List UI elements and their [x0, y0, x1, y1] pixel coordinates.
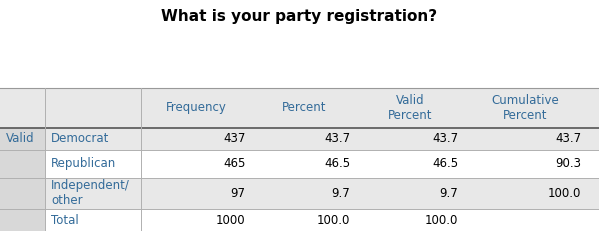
- Text: Independent/
other: Independent/ other: [51, 179, 130, 207]
- Text: 100.0: 100.0: [547, 187, 581, 200]
- Text: Percent: Percent: [282, 101, 326, 114]
- Bar: [0, 209, 45, 231]
- Text: 465: 465: [223, 157, 246, 170]
- Bar: [0, 88, 599, 128]
- Text: 46.5: 46.5: [324, 157, 350, 170]
- Text: Total: Total: [51, 213, 78, 227]
- Text: 43.7: 43.7: [324, 132, 350, 146]
- Bar: [0, 150, 45, 178]
- Text: Valid
Percent: Valid Percent: [388, 94, 432, 122]
- Bar: [45, 128, 599, 150]
- Text: 437: 437: [223, 132, 246, 146]
- Bar: [0, 128, 45, 150]
- Text: 100.0: 100.0: [317, 213, 350, 227]
- Text: 43.7: 43.7: [555, 132, 581, 146]
- Text: Frequency: Frequency: [166, 101, 226, 114]
- Text: 1000: 1000: [216, 213, 246, 227]
- Text: 90.3: 90.3: [555, 157, 581, 170]
- Bar: [45, 150, 599, 178]
- Text: Valid: Valid: [6, 132, 35, 146]
- Text: 43.7: 43.7: [432, 132, 458, 146]
- Text: 46.5: 46.5: [432, 157, 458, 170]
- Text: Democrat: Democrat: [51, 132, 109, 146]
- Text: 97: 97: [231, 187, 246, 200]
- Text: What is your party registration?: What is your party registration?: [162, 9, 437, 24]
- Text: 9.7: 9.7: [332, 187, 350, 200]
- Text: 9.7: 9.7: [440, 187, 458, 200]
- Text: Cumulative
Percent: Cumulative Percent: [492, 94, 559, 122]
- Text: Republican: Republican: [51, 157, 116, 170]
- Bar: [0, 178, 45, 209]
- Bar: [45, 209, 599, 231]
- Text: 100.0: 100.0: [425, 213, 458, 227]
- Bar: [45, 178, 599, 209]
